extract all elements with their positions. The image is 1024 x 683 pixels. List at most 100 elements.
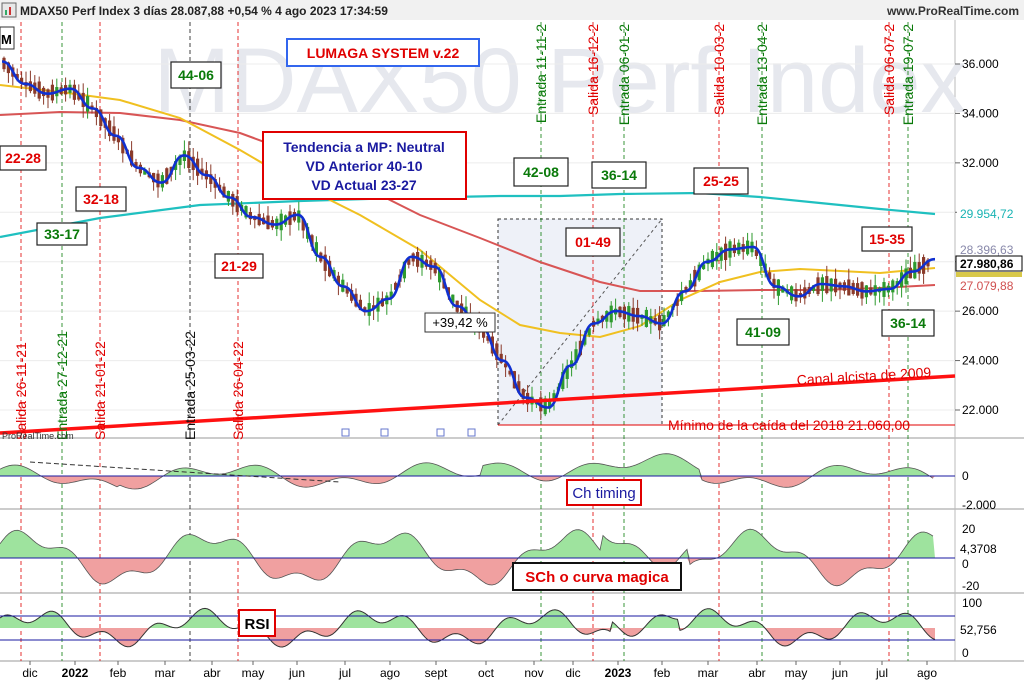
price-tick: 36.000 <box>962 57 999 71</box>
sma-yellow-line <box>0 84 936 339</box>
time-label: 2022 <box>62 666 89 680</box>
uptrend-channel-line <box>0 374 956 435</box>
score-box-label: 22-28 <box>5 150 41 166</box>
score-box-label: 15-35 <box>869 231 905 247</box>
signal-label: Entrada 27-12-21 <box>54 331 70 440</box>
time-label: dic <box>22 666 37 680</box>
rsi-tick-value: 52,756 <box>960 623 997 637</box>
credit-label: ProRealTime.com <box>2 431 74 441</box>
score-box: 41-09 <box>736 318 790 346</box>
system-label: LUMAGA SYSTEM v.22 <box>307 45 460 61</box>
rsi-label: RSI <box>244 616 269 633</box>
time-axis: dic 2022 feb mar abr may jun jul ago sept oct nov di… <box>22 661 937 680</box>
time-label: ago <box>917 666 937 680</box>
gain-label: +39,42 % <box>432 315 488 330</box>
ch-timing-tick-0: 0 <box>962 469 969 483</box>
price-tags: 29.954,72 28.396,63 27.980,86 27.079,88 <box>955 205 1023 293</box>
tag-sma-red: 27.079,88 <box>960 279 1014 293</box>
score-box-label: 44-06 <box>178 67 214 83</box>
signal-label: Entrada 13-04-2 <box>754 24 770 125</box>
tag-sma-cyan: 29.954,72 <box>960 207 1014 221</box>
sma-cyan-line <box>0 191 936 239</box>
channel-label: Canal alcista de 2009 <box>796 364 932 388</box>
time-label: feb <box>110 666 127 680</box>
time-label: sept <box>425 666 448 680</box>
price-tick: 32.000 <box>962 156 999 170</box>
price-tick: 34.000 <box>962 106 999 120</box>
score-box-label: 42-08 <box>523 164 559 180</box>
sch-tick-neg20: -20 <box>962 579 980 593</box>
vd-current-label: VD Actual 23-27 <box>311 177 417 193</box>
score-box-label: 36-14 <box>890 315 926 331</box>
score-box: 21-29 <box>214 253 264 279</box>
brand-link[interactable]: www.ProRealTime.com <box>886 4 1019 18</box>
signal-label: Entrada 25-03-22 <box>182 331 198 440</box>
time-label: ago <box>380 666 400 680</box>
time-label: nov <box>524 666 543 680</box>
time-label: feb <box>654 666 671 680</box>
signal-label: Salida 26-04-22 <box>230 341 246 440</box>
tag-grey: 28.396,63 <box>960 243 1014 257</box>
signal-label: Salida 10-03-2 <box>711 24 727 115</box>
score-box: 01-49 <box>565 227 621 257</box>
time-label: jun <box>288 666 305 680</box>
signal-label: Entrada 06-01-2 <box>616 24 632 125</box>
timeframe-badge[interactable]: M <box>1 32 12 47</box>
signal-label: Salida 26-11-21 <box>13 342 29 440</box>
score-box: 22-28 <box>0 145 47 171</box>
score-box-label: 21-29 <box>221 258 257 274</box>
time-label: jul <box>338 666 351 680</box>
score-box-label: 41-09 <box>745 324 781 340</box>
score-box-label: 01-49 <box>575 234 611 250</box>
time-label: dic <box>565 666 580 680</box>
score-box-label: 25-25 <box>703 173 739 189</box>
price-tick: 26.000 <box>962 304 999 318</box>
time-label: mar <box>155 666 176 680</box>
score-box-label: 36-14 <box>601 167 637 183</box>
ch-timing-label: Ch timing <box>572 485 635 502</box>
sch-tick-value: 4,3708 <box>960 542 997 556</box>
price-tick: 22.000 <box>962 403 999 417</box>
score-box-label: 33-17 <box>44 226 80 242</box>
signal-label: Entrada 11-11-2 <box>533 24 549 123</box>
score-box-label: 32-18 <box>83 191 119 207</box>
signal-label: Salida 16-12-2 <box>585 24 601 115</box>
time-label: abr <box>203 666 220 680</box>
score-box: 36-14 <box>881 309 935 337</box>
score-box: 32-18 <box>75 186 127 212</box>
ch-timing-tick-1: -2.000 <box>962 498 996 512</box>
time-label: mar <box>698 666 719 680</box>
vd-previous-label: VD Anterior 40-10 <box>306 158 423 174</box>
watermark: MDAX50 Perf Index <box>153 30 966 132</box>
event-markers <box>341 428 476 437</box>
price-tick: 24.000 <box>962 354 999 368</box>
score-box: 15-35 <box>861 226 913 252</box>
header-bar <box>0 0 1024 20</box>
time-label: abr <box>748 666 765 680</box>
time-label: 2023 <box>605 666 632 680</box>
app-logo-icon <box>1 2 17 18</box>
signal-label: Entrada 19-07-2 <box>900 24 916 125</box>
score-box: 25-25 <box>693 167 749 195</box>
signal-label: Salida 06-07-2 <box>881 24 897 115</box>
tag-close: 27.980,86 <box>960 257 1014 271</box>
sch-tick-20: 20 <box>962 522 976 536</box>
time-label: may <box>242 666 265 680</box>
time-label: jul <box>875 666 888 680</box>
rsi-tick-100: 100 <box>962 596 982 610</box>
score-box: 44-06 <box>170 61 222 89</box>
price-grid <box>0 63 955 411</box>
trend-label: Tendencia a MP: Neutral <box>283 139 445 155</box>
score-box: 36-14 <box>591 161 647 189</box>
sch-label: SCh o curva magica <box>525 569 669 586</box>
score-box: 42-08 <box>513 157 569 187</box>
time-label: oct <box>478 666 495 680</box>
time-label: jun <box>831 666 848 680</box>
score-box: 33-17 <box>36 222 88 246</box>
sch-tick-0: 0 <box>962 557 969 571</box>
chart-title: MDAX50 Perf Index 3 días 28.087,88 +0,54… <box>20 4 388 18</box>
rsi-tick-0: 0 <box>962 646 969 660</box>
min-2018-label: Mínimo de la caída del 2018 21.060,00 <box>668 417 910 433</box>
time-label: may <box>785 666 808 680</box>
